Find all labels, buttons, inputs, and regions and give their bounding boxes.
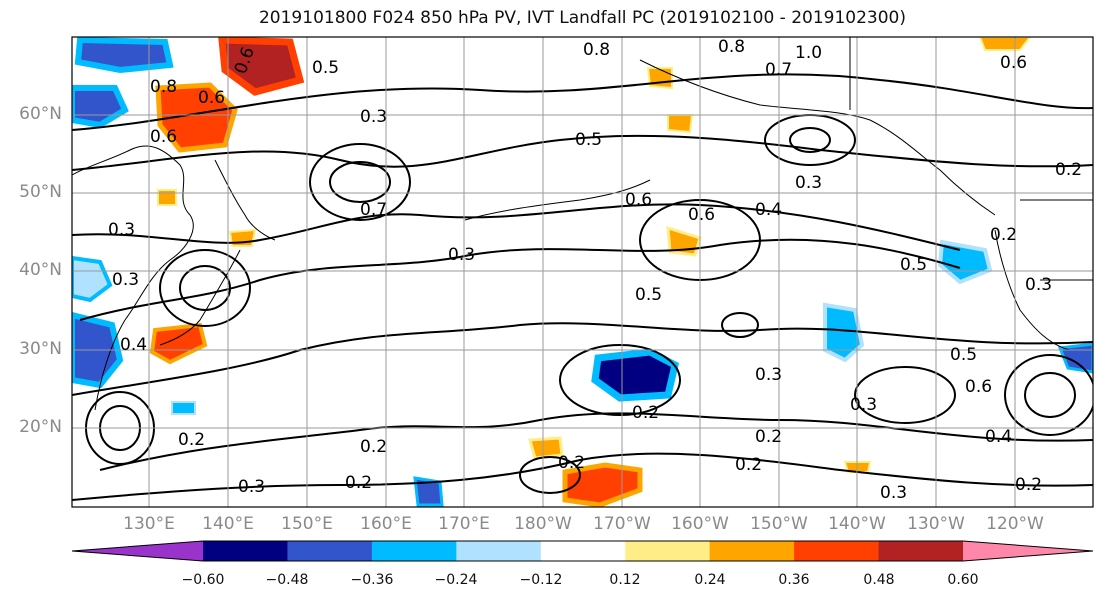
contour-label: 0.4 bbox=[120, 335, 147, 355]
contour-label: 0.5 bbox=[575, 130, 602, 150]
contour-label: 0.3 bbox=[360, 107, 387, 127]
contour-label: 0.5 bbox=[635, 285, 662, 305]
contour-label-group: 0.8 0.8 1.0 0.6 0.8 0.6 0.6 0.5 0.3 0.5 … bbox=[108, 37, 1082, 503]
lon-label: 170°E bbox=[438, 514, 490, 534]
contour-label: 0.2 bbox=[1015, 475, 1042, 495]
contour-label: 0.6 bbox=[965, 377, 992, 397]
lat-label: 60°N bbox=[19, 104, 62, 124]
contour-label: 0.3 bbox=[755, 365, 782, 385]
contour-label: 0.3 bbox=[108, 220, 135, 240]
lon-label: 160°W bbox=[671, 514, 729, 534]
colorbar-segment bbox=[625, 541, 711, 561]
contour-label: 0.8 bbox=[718, 37, 745, 57]
contour-label: 0.2 bbox=[735, 455, 762, 475]
lon-label: 170°W bbox=[593, 514, 651, 534]
lon-label: 140°W bbox=[828, 514, 886, 534]
contour-label: 1.0 bbox=[795, 43, 822, 63]
lon-label: 180°W bbox=[514, 514, 572, 534]
contour-label: 0.8 bbox=[583, 40, 610, 60]
colorbar-segment bbox=[371, 541, 457, 561]
colorbar-tick-label: 0.36 bbox=[778, 572, 810, 588]
colorbar-segment bbox=[456, 541, 542, 561]
contour-label: 0.2 bbox=[1055, 160, 1082, 180]
colorbar-segment bbox=[709, 541, 795, 561]
colorbar-tick-label: 0.12 bbox=[609, 572, 641, 588]
contour-label: 0.6 bbox=[1000, 53, 1027, 73]
contour-label: 0.3 bbox=[112, 270, 139, 290]
colorbar-segment bbox=[794, 541, 880, 561]
lon-label: 150°W bbox=[750, 514, 808, 534]
contour-label: 0.8 bbox=[150, 77, 177, 97]
colorbar-segment bbox=[203, 541, 288, 561]
contour-label: 0.7 bbox=[360, 200, 387, 220]
coastlines bbox=[72, 37, 1093, 411]
lon-label: 140°E bbox=[202, 514, 254, 534]
colorbar-tick-label: 0.24 bbox=[694, 572, 726, 588]
contour-label: 0.2 bbox=[178, 430, 205, 450]
colorbar-segment bbox=[878, 541, 964, 561]
lon-label: 160°E bbox=[360, 514, 412, 534]
lon-label: 130°W bbox=[907, 514, 965, 534]
map-frame bbox=[71, 36, 1094, 508]
colorbar-tick-label: 0.60 bbox=[947, 572, 979, 588]
contour-label: 0.3 bbox=[795, 173, 822, 193]
chart-title: 2019101800 F024 850 hPa PV, IVT Landfall… bbox=[258, 8, 906, 28]
contour-label: 0.2 bbox=[990, 225, 1017, 245]
contour-label: 0.6 bbox=[150, 127, 177, 147]
contour-label: 0.4 bbox=[755, 200, 782, 220]
colorbar-tick-label: −0.60 bbox=[181, 572, 225, 588]
shaded-regions bbox=[72, 37, 1093, 507]
contour-label: 0.2 bbox=[558, 453, 585, 473]
contour-label: 0.3 bbox=[850, 395, 877, 415]
contour-label: 0.2 bbox=[755, 427, 782, 447]
lat-label: 50°N bbox=[19, 182, 62, 202]
contour-label: 0.5 bbox=[900, 255, 927, 275]
lat-label: 40°N bbox=[19, 260, 62, 280]
contour-label: 0.5 bbox=[312, 58, 339, 78]
contour-label: 0.2 bbox=[345, 473, 372, 493]
lat-label: 30°N bbox=[19, 339, 62, 359]
contour-label: 0.3 bbox=[880, 483, 907, 503]
lat-label: 20°N bbox=[19, 417, 62, 437]
contour-label: 0.7 bbox=[765, 60, 792, 80]
contour-label: 0.3 bbox=[1025, 275, 1052, 295]
contour-label: 0.2 bbox=[360, 437, 387, 457]
colorbar-tick-label: 0.48 bbox=[863, 572, 895, 588]
map-gridlines bbox=[72, 37, 1093, 507]
contour-label: 0.5 bbox=[950, 345, 977, 365]
contour-label: 0.6 bbox=[198, 88, 225, 108]
lon-label: 120°W bbox=[986, 514, 1044, 534]
colorbar-segment bbox=[963, 541, 1093, 561]
colorbar-tick-label: −0.12 bbox=[519, 572, 563, 588]
contour-label: 0.6 bbox=[688, 205, 715, 225]
lon-label: 130°E bbox=[123, 514, 175, 534]
colorbar-segment bbox=[287, 541, 373, 561]
colorbar-tick-label: −0.48 bbox=[265, 572, 309, 588]
contour-label: 0.4 bbox=[985, 427, 1012, 447]
colorbar-tick-label: −0.24 bbox=[434, 572, 478, 588]
contour-label: 0.3 bbox=[448, 245, 475, 265]
lon-label: 150°E bbox=[281, 514, 333, 534]
contour-label: 0.2 bbox=[632, 403, 659, 423]
colorbar-segment bbox=[540, 541, 626, 561]
contour-label: 0.6 bbox=[625, 190, 652, 210]
colorbar-tick-label: −0.36 bbox=[350, 572, 394, 588]
contour-label: 0.3 bbox=[238, 477, 265, 497]
colorbar-segment bbox=[72, 541, 203, 561]
